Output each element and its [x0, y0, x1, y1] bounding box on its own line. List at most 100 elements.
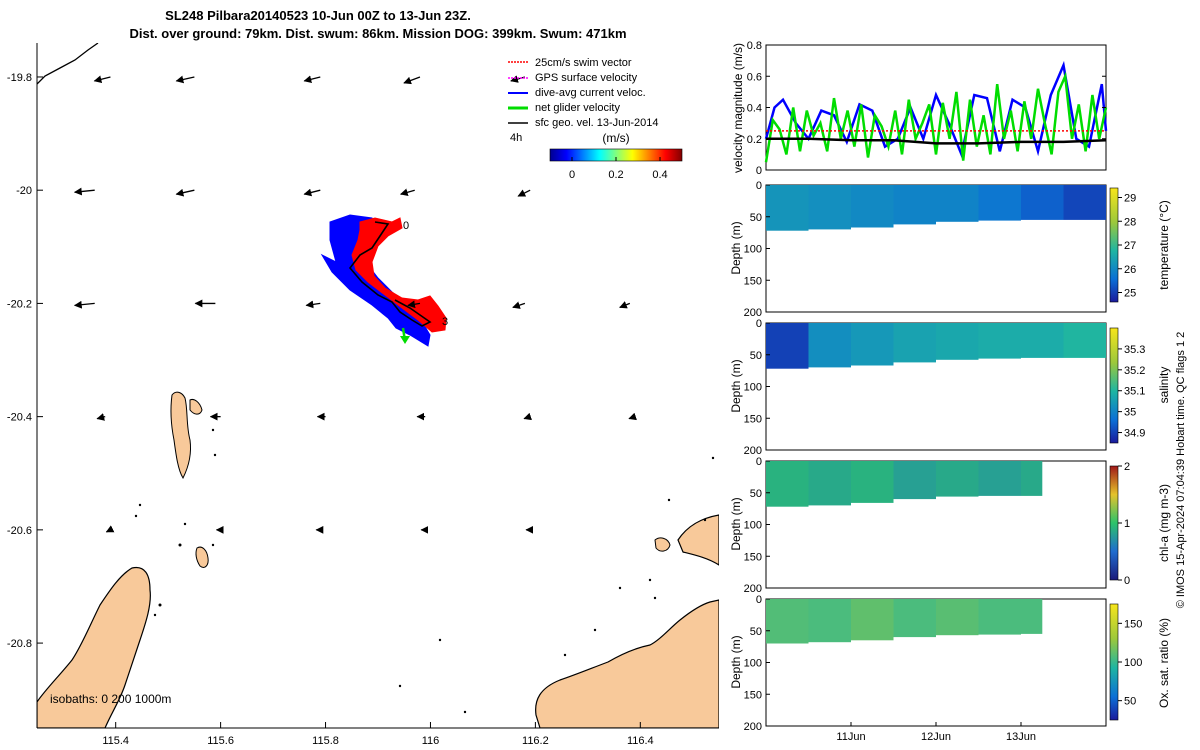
geo-vector [73, 187, 95, 196]
depth-ytick-label: 0 [756, 594, 762, 606]
temperature-ylabel: Depth (m) [729, 221, 743, 274]
velocity-ylabel: velocity magnitude (m/s) [731, 43, 745, 173]
map-xtick-label: 116 [422, 735, 440, 747]
legend-label: dive-avg current veloc. [535, 87, 646, 99]
velocity-ytick-label: 0.6 [747, 71, 762, 83]
depth-ytick-label: 150 [744, 551, 762, 563]
section-cell [808, 461, 851, 506]
colorbar-tick-label: 50 [1124, 696, 1136, 708]
geo-vector [403, 76, 421, 85]
date-xtick-label: 11Jun [836, 731, 865, 743]
velocity-ytick-label: 0 [756, 165, 762, 177]
colorbar-tick-label: 34.9 [1124, 428, 1145, 440]
colorbar-tick-label: 100 [1124, 657, 1142, 669]
section-cell [851, 185, 894, 228]
section-cell [851, 323, 894, 366]
date-xtick-label: 13Jun [1006, 731, 1036, 743]
depth-ytick-label: 150 [744, 413, 762, 425]
section-cell [1021, 185, 1064, 220]
velocity-series-line [764, 71, 1108, 163]
map-ytick-label: -20.4 [7, 412, 32, 424]
depth-ytick-label: 100 [744, 382, 762, 394]
title-line1: SL248 Pilbara20140523 10-Jun 00Z to 13-J… [165, 8, 471, 23]
section-cell [766, 461, 809, 507]
section-cell [978, 599, 1021, 635]
section-cell [766, 185, 809, 231]
colorbar-tick-label: 26 [1124, 264, 1136, 276]
credit-text: © IMOS 15-Apr-2024 07:04:39 Hobart time.… [1175, 332, 1187, 609]
map-ytick-label: -19.8 [7, 72, 32, 84]
depth-ytick-label: 150 [744, 275, 762, 287]
chla-yticks: 0 50 100 150 200 [744, 456, 770, 595]
geo-velocity-vectors [73, 75, 637, 534]
depth-ytick-label: 100 [744, 244, 762, 256]
coastline-northwest [37, 43, 99, 85]
net-track-line [348, 221, 432, 327]
oxygen-xticks: 11Jun 12Jun 13Jun [836, 722, 1036, 743]
oxygen-colorbar-label: Ox. sat. ratio (%) [1157, 618, 1171, 708]
oxygen-yticks: 0 50 100 150 200 [744, 594, 770, 733]
velocity-ytick-label: 0.8 [747, 40, 762, 52]
depth-ytick-label: 0 [756, 456, 762, 468]
section-cell [893, 599, 936, 638]
geo-vector [407, 300, 421, 309]
section-cell [978, 461, 1021, 496]
map-ytick-label: -20.8 [7, 638, 32, 650]
temperature-colorbar-label: temperature (°C) [1157, 200, 1171, 290]
map-colorbar: (m/s) 0 0.2 0.4 [549, 131, 683, 181]
islet-dots [134, 428, 715, 714]
net-glider-velocity-arrowhead [400, 336, 410, 344]
velocity-ytick-label: 0.2 [747, 134, 762, 146]
section-cell [936, 599, 979, 636]
oxygen-data [766, 599, 1043, 644]
colorbar-tick-label: 25 [1124, 288, 1136, 300]
map-legend: 25cm/s swim vector GPS surface velocity … [508, 57, 659, 144]
colorbar-tick-label: 35.1 [1124, 386, 1145, 398]
depth-ytick-label: 0 [756, 318, 762, 330]
temperature-colorbar-ticks: 25 26 27 28 29 [1118, 193, 1136, 300]
legend-label: sfc geo. vel. 13-Jun-2014 [535, 117, 659, 129]
depth-ytick-label: 200 [744, 307, 762, 319]
chla-colorbar-ticks: 0 1 2 [1118, 461, 1130, 587]
section-cell [1063, 185, 1106, 220]
map-colorbar-tick-label: 0.2 [608, 169, 623, 181]
map-xtick-label: 115.4 [102, 735, 129, 747]
geo-vector [96, 413, 106, 421]
colorbar-tick-label: 28 [1124, 216, 1136, 228]
chla-panel: 0 50 100 150 200 Depth (m) 0 1 2 chl-a (mg m-3… [729, 456, 1171, 595]
map-colorbar-ticks: 0 0.2 0.4 [569, 157, 668, 181]
legend-label: net glider velocity [535, 102, 620, 114]
depth-ytick-label: 50 [750, 626, 762, 638]
geo-vector [517, 189, 531, 197]
depth-ytick-label: 200 [744, 583, 762, 595]
geo-vector [105, 525, 115, 533]
legend-label: GPS surface velocity [535, 72, 638, 84]
geo-vector [628, 412, 637, 421]
temperature-colorbar [1109, 187, 1119, 303]
section-cell [851, 599, 894, 641]
velocity-ytick-label: 0.4 [747, 103, 762, 115]
velocity-series-line [764, 60, 1108, 159]
temperature-panel: 0 50 100 150 200 Depth (m) 25 26 27 28 29 temper… [729, 180, 1171, 319]
glider-velocity-track [351, 217, 447, 333]
geo-vector [175, 188, 195, 197]
colorbar-tick-label: 0 [1124, 575, 1130, 587]
colorbar-tick-label: 1 [1124, 518, 1130, 530]
salinity-ylabel: Depth (m) [729, 359, 743, 412]
map-xtick-label: 116.2 [522, 735, 549, 747]
map-xtick-label: 115.8 [312, 735, 339, 747]
track-label-start: 0 [403, 220, 409, 232]
colorbar-tick-label: 29 [1124, 193, 1136, 205]
geo-vector [523, 412, 533, 421]
velocity-series [764, 60, 1108, 163]
map-colorbar-tick-label: 0.4 [652, 169, 667, 181]
title-line2: Dist. over ground: 79km. Dist. swum: 86k… [129, 26, 626, 41]
section-cell [1063, 323, 1106, 358]
salinity-yticks: 0 50 100 150 200 [744, 318, 770, 457]
section-cell [893, 323, 936, 363]
colorbar-tick-label: 35.2 [1124, 365, 1145, 377]
land-island-chain [170, 391, 191, 480]
land-peninsula-east [677, 514, 719, 566]
map-panel: 0 3 115.4 115.6 115.8 116 116.2 116.4 -19.8 -2… [7, 43, 719, 747]
section-cell [978, 185, 1021, 221]
